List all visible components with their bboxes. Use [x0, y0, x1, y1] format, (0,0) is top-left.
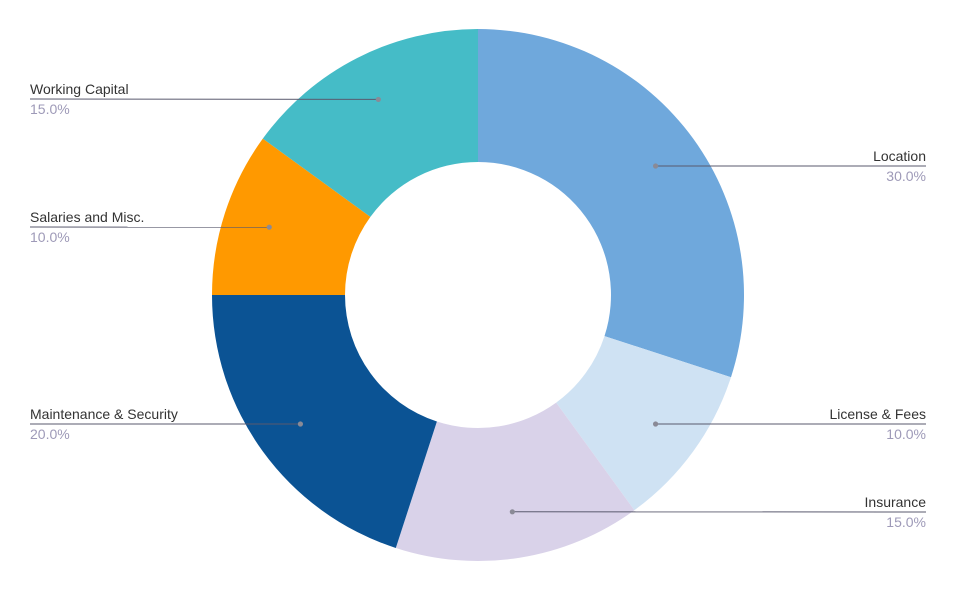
leader-dot-insurance [509, 509, 515, 515]
slice-percent-working-capital: 15.0% [30, 101, 70, 117]
slice-label-working-capital: Working Capital [30, 81, 129, 97]
slice-location [478, 29, 745, 378]
leader-dot-salaries-and-misc [266, 224, 272, 230]
slice-maintenance-and-security [212, 295, 437, 548]
slice-working-capital [262, 29, 478, 217]
slice-percent-maintenance-and-security: 20.0% [30, 426, 70, 442]
labels-layer: Location 30.0% License & Fees 10.0% Insuranc… [29, 81, 927, 530]
slice-license-and-fees [556, 336, 731, 511]
leader-dot-working-capital [375, 96, 381, 103]
slice-label-maintenance-and-security: Maintenance & Security [30, 406, 178, 422]
leader-dot-license-and-fees [652, 421, 659, 427]
slice-label-license-and-fees: License & Fees [830, 406, 927, 422]
leader-dot-location [652, 163, 659, 169]
slice-percent-license-and-fees: 10.0% [886, 426, 926, 442]
slice-label-insurance: Insurance [865, 494, 927, 510]
slice-label-location: Location [873, 148, 926, 164]
slice-percent-insurance: 15.0% [886, 514, 926, 530]
slice-label-salaries-and-misc: Salaries and Misc. [30, 209, 144, 225]
slice-percent-salaries-and-misc: 10.0% [30, 229, 70, 245]
leader-dot-maintenance-and-security [297, 421, 304, 427]
slice-percent-location: 30.0% [886, 168, 926, 184]
slice-insurance [395, 402, 635, 561]
slices-layer [212, 29, 745, 561]
slice-salaries-and-misc [212, 138, 371, 295]
